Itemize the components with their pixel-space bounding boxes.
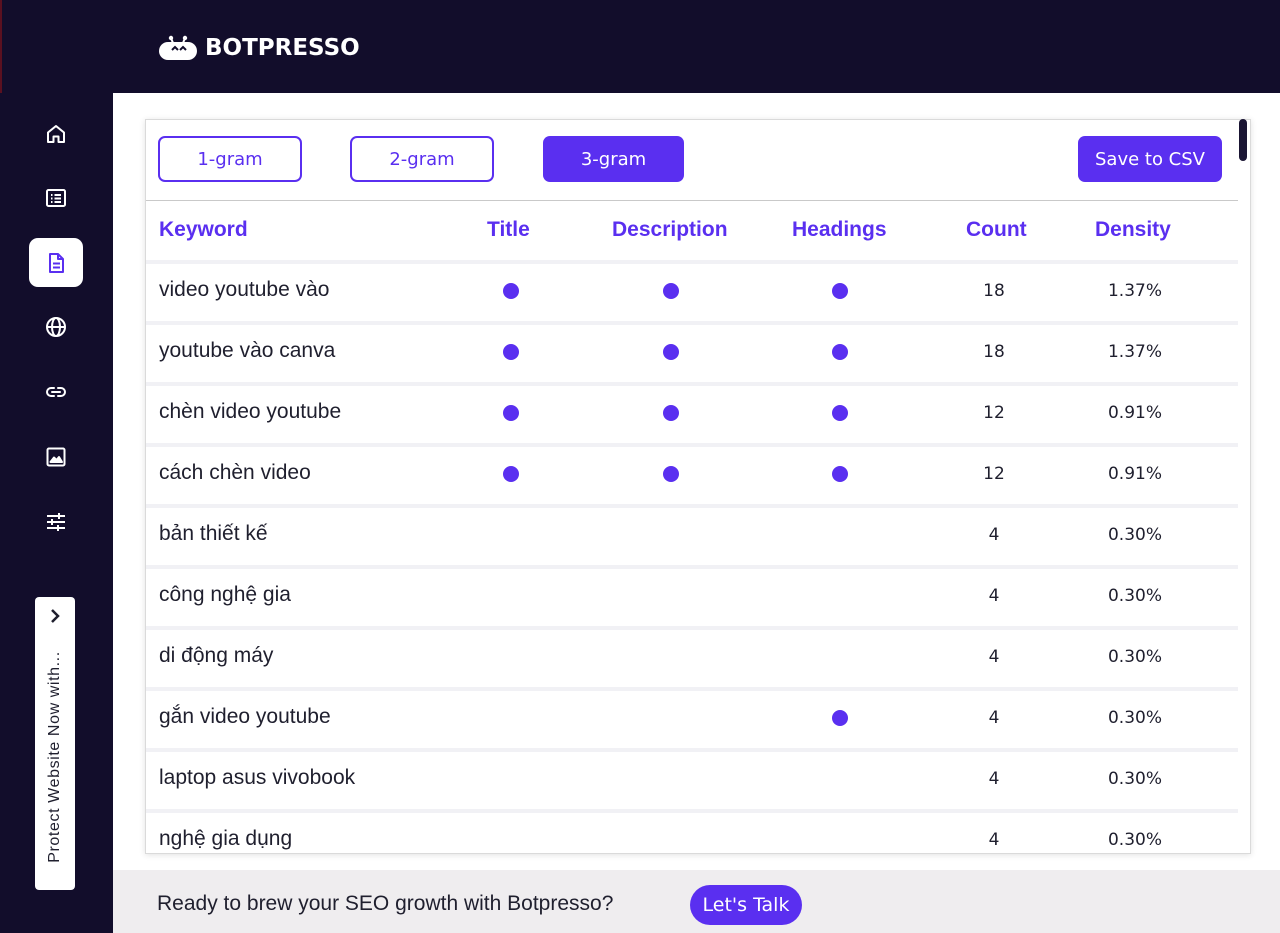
count-cell: 18: [983, 342, 1005, 362]
protect-website-promo[interactable]: Protect Website Now with...: [35, 597, 75, 890]
keyword-cell: công nghệ gia: [159, 583, 291, 606]
count-cell: 4: [988, 525, 1000, 545]
density-cell: 1.37%: [1107, 281, 1162, 301]
table-row[interactable]: công nghệ gia 4 0.30%: [146, 565, 1238, 626]
table-row[interactable]: cách chèn video 12 0.91%: [146, 443, 1238, 504]
table-row[interactable]: video youtube vào 18 1.37%: [146, 260, 1238, 321]
nav-image[interactable]: [29, 432, 83, 481]
description-present-dot: [663, 344, 679, 360]
headings-present-dot: [832, 283, 848, 299]
col-title[interactable]: Title: [487, 218, 530, 241]
col-density[interactable]: Density: [1095, 218, 1171, 241]
table-header: Keyword Title Description Headings Count…: [146, 208, 1238, 256]
density-cell: 0.30%: [1107, 708, 1162, 728]
promo-text: Protect Website Now with...: [46, 651, 63, 863]
keyword-cell: bản thiết kế: [159, 522, 268, 545]
description-present-dot: [663, 466, 679, 482]
link-icon: [46, 386, 66, 397]
count-cell: 12: [983, 464, 1005, 484]
title-present-dot: [503, 405, 519, 421]
top-bar: BOTPRESSO: [0, 0, 1280, 118]
headings-present-dot: [832, 344, 848, 360]
density-cell: 0.30%: [1107, 647, 1162, 667]
count-cell: 4: [988, 830, 1000, 850]
col-headings[interactable]: Headings: [792, 218, 887, 241]
title-present-dot: [503, 466, 519, 482]
brand-name: BOTPRESSO: [205, 35, 360, 61]
density-cell: 0.91%: [1107, 403, 1162, 423]
col-count[interactable]: Count: [966, 218, 1027, 241]
keyword-cell: video youtube vào: [159, 278, 330, 301]
footer-banner: Ready to brew your SEO growth with Botpr…: [113, 870, 1280, 933]
brand-logo[interactable]: BOTPRESSO: [157, 30, 360, 66]
density-cell: 0.91%: [1107, 464, 1162, 484]
headings-present-dot: [832, 405, 848, 421]
tab-1-gram[interactable]: 1-gram: [158, 136, 302, 182]
sliders-icon: [47, 512, 65, 531]
density-cell: 1.37%: [1107, 342, 1162, 362]
tab-3-gram[interactable]: 3-gram: [543, 136, 684, 182]
edge-line: [0, 0, 2, 118]
keyword-cell: cách chèn video: [159, 461, 311, 484]
table-row[interactable]: laptop asus vivobook 4 0.30%: [146, 748, 1238, 809]
col-keyword[interactable]: Keyword: [159, 218, 248, 241]
table-body: video youtube vào 18 1.37% youtube vào canv…: [146, 260, 1238, 853]
home-icon: [47, 124, 65, 143]
count-cell: 18: [983, 281, 1005, 301]
keyword-cell: gắn video youtube: [159, 705, 331, 728]
table-row[interactable]: bản thiết kế 4 0.30%: [146, 504, 1238, 565]
tab-2-gram[interactable]: 2-gram: [350, 136, 494, 182]
nav-home[interactable]: [29, 109, 83, 158]
document-icon: [49, 252, 64, 273]
scrollbar[interactable]: [1237, 119, 1248, 853]
save-csv-button[interactable]: Save to CSV: [1078, 136, 1222, 182]
lets-talk-button[interactable]: Let's Talk: [690, 885, 802, 925]
headings-present-dot: [832, 466, 848, 482]
table-row[interactable]: gắn video youtube 4 0.30%: [146, 687, 1238, 748]
description-present-dot: [663, 405, 679, 421]
footer-text: Ready to brew your SEO growth with Botpr…: [157, 892, 614, 915]
table-row[interactable]: di động máy 4 0.30%: [146, 626, 1238, 687]
keyword-card: 1-gram 2-gram 3-gram Save to CSV Keyword…: [145, 119, 1251, 854]
nav-list[interactable]: [29, 173, 83, 222]
count-cell: 4: [988, 647, 1000, 667]
density-cell: 0.30%: [1107, 586, 1162, 606]
table-row[interactable]: nghệ gia dụng 4 0.30%: [146, 809, 1238, 853]
title-present-dot: [503, 283, 519, 299]
density-cell: 0.30%: [1107, 830, 1162, 850]
title-present-dot: [503, 344, 519, 360]
description-present-dot: [663, 283, 679, 299]
scrollbar-thumb[interactable]: [1239, 119, 1247, 161]
keyword-cell: chèn video youtube: [159, 400, 342, 423]
col-description[interactable]: Description: [612, 218, 728, 241]
list-icon: [46, 188, 66, 207]
table-row[interactable]: chèn video youtube 12 0.91%: [146, 382, 1238, 443]
keyword-cell: youtube vào canva: [159, 339, 336, 362]
logo-mark-icon: [159, 35, 197, 60]
nav-document[interactable]: [29, 238, 83, 287]
nav-link[interactable]: [29, 367, 83, 416]
nav-settings[interactable]: [29, 497, 83, 546]
headings-present-dot: [832, 710, 848, 726]
keyword-cell: laptop asus vivobook: [159, 766, 356, 789]
globe-icon: [46, 316, 66, 337]
count-cell: 4: [988, 586, 1000, 606]
sidebar: Protect Website Now with...: [0, 93, 113, 933]
image-icon: [46, 447, 66, 466]
table-row[interactable]: youtube vào canva 18 1.37%: [146, 321, 1238, 382]
header-divider: [146, 200, 1238, 201]
nav-globe[interactable]: [29, 302, 83, 351]
chevron-right-icon: [51, 609, 60, 623]
density-cell: 0.30%: [1107, 769, 1162, 789]
count-cell: 4: [988, 769, 1000, 789]
keyword-cell: nghệ gia dụng: [159, 827, 293, 850]
density-cell: 0.30%: [1107, 525, 1162, 545]
keyword-cell: di động máy: [159, 644, 274, 667]
count-cell: 12: [983, 403, 1005, 423]
count-cell: 4: [988, 708, 1000, 728]
